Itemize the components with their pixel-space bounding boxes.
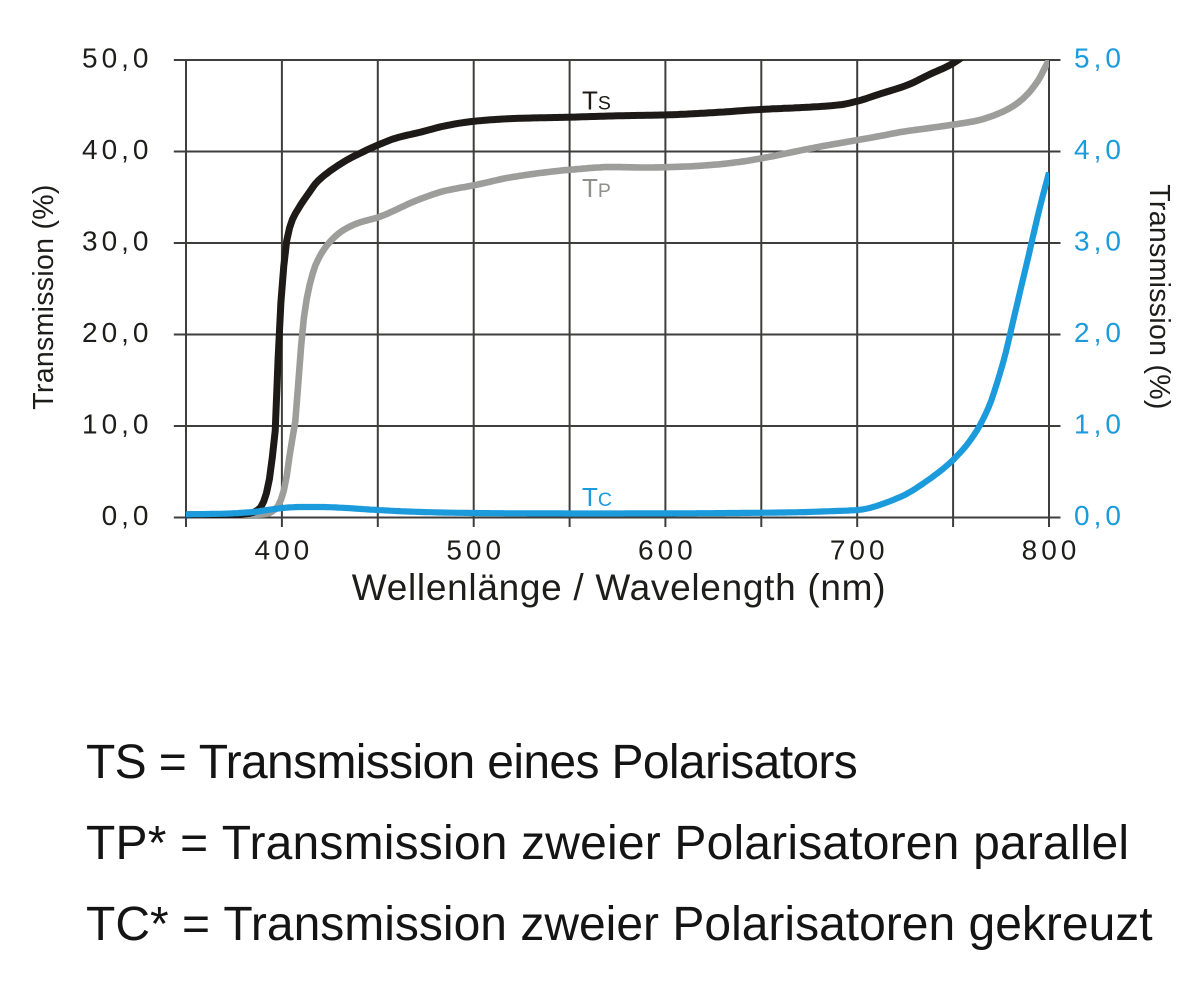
svg-text:Wellenlänge / Wavelength (nm): Wellenlänge / Wavelength (nm) <box>352 567 886 608</box>
svg-text:700: 700 <box>830 535 889 566</box>
svg-text:30,0: 30,0 <box>82 226 153 257</box>
svg-text:5,0: 5,0 <box>1074 43 1125 74</box>
svg-text:Transmission (%): Transmission (%) <box>28 184 60 409</box>
svg-text:600: 600 <box>638 535 697 566</box>
svg-text:0,0: 0,0 <box>1074 500 1125 531</box>
svg-text:TP: TP <box>582 173 611 203</box>
svg-text:40,0: 40,0 <box>82 134 153 165</box>
svg-text:4,0: 4,0 <box>1074 134 1125 165</box>
svg-text:20,0: 20,0 <box>82 317 153 348</box>
svg-text:50,0: 50,0 <box>82 43 153 74</box>
svg-text:400: 400 <box>255 535 314 566</box>
svg-text:3,0: 3,0 <box>1074 226 1125 257</box>
svg-text:0,0: 0,0 <box>102 500 153 531</box>
svg-text:500: 500 <box>446 535 505 566</box>
svg-text:10,0: 10,0 <box>82 409 153 440</box>
svg-text:800: 800 <box>1022 535 1081 566</box>
svg-text:2,0: 2,0 <box>1074 317 1125 348</box>
svg-text:Transmission (%): Transmission (%) <box>1143 184 1175 409</box>
svg-text:1,0: 1,0 <box>1074 409 1125 440</box>
